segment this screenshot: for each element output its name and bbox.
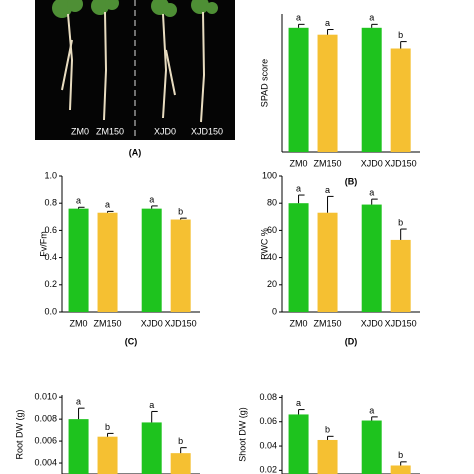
y-axis-label: RWC % (259, 228, 269, 260)
bar (390, 465, 411, 474)
y-tick-label: 0.004 (34, 457, 57, 467)
significance-letter: b (178, 207, 183, 217)
bar (68, 419, 89, 474)
panel-caption: (B) (345, 176, 358, 186)
significance-letter: a (369, 187, 374, 197)
x-tick-label: ZM150 (314, 318, 342, 328)
significance-letter: b (105, 422, 110, 432)
significance-letter: a (369, 405, 374, 415)
y-tick-label: 0.04 (259, 440, 277, 450)
y-tick-label: 0.0 (44, 306, 57, 316)
y-tick-label: 0.008 (34, 414, 57, 424)
y-tick-label: 0 (272, 306, 277, 316)
bar (317, 439, 338, 474)
bar (288, 414, 309, 474)
significance-letter: b (178, 436, 183, 446)
x-tick-label: XJD150 (385, 318, 417, 328)
y-tick-label: 0.08 (259, 392, 277, 402)
bar (317, 34, 338, 153)
significance-letter: b (398, 450, 403, 460)
y-tick-label: 1.0 (44, 170, 57, 180)
significance-letter: b (398, 30, 403, 40)
x-tick-label: XJD0 (361, 158, 383, 168)
x-tick-label: XJD150 (385, 158, 417, 168)
bar (170, 219, 191, 312)
significance-letter: a (325, 185, 330, 195)
bar (390, 239, 411, 312)
bar (361, 420, 382, 474)
bar (390, 48, 411, 152)
bar (361, 27, 382, 152)
significance-letter: a (296, 13, 301, 23)
y-tick-label: 20 (267, 279, 277, 289)
y-tick-label: 0.010 (34, 392, 57, 402)
y-axis-label: Fv/Fm (38, 231, 48, 257)
x-tick-label: ZM0 (70, 318, 88, 328)
significance-letter: a (76, 397, 81, 407)
y-tick-label: 0.4 (44, 252, 57, 262)
y-tick-label: 0.02 (259, 465, 277, 474)
y-tick-label: 60 (267, 225, 277, 235)
bar (97, 436, 118, 474)
bar (141, 422, 162, 474)
significance-letter: a (296, 183, 301, 193)
x-tick-label: ZM150 (94, 318, 122, 328)
bar (317, 212, 338, 312)
y-tick-label: 0.8 (44, 198, 57, 208)
significance-letter: a (296, 398, 301, 408)
photo-label: ZM0 (71, 126, 89, 136)
significance-letter: a (76, 196, 81, 206)
bar (361, 204, 382, 312)
y-tick-label: 40 (267, 252, 277, 262)
significance-letter: a (105, 200, 110, 210)
y-axis-label: Root DW (g) (14, 409, 24, 459)
panel-caption: (A) (129, 147, 142, 157)
x-tick-label: ZM0 (290, 158, 308, 168)
bar (288, 27, 309, 152)
significance-letter: a (149, 194, 154, 204)
significance-letter: a (325, 18, 330, 28)
bar (68, 208, 89, 312)
y-tick-label: 80 (267, 198, 277, 208)
y-tick-label: 0.006 (34, 435, 57, 445)
y-tick-label: 100 (262, 170, 277, 180)
bar (141, 208, 162, 312)
significance-letter: b (325, 425, 330, 435)
significance-letter: a (149, 400, 154, 410)
photo: ZM0 ZM150 XJD0 XJD150 (A) (35, 0, 235, 157)
x-tick-label: XJD150 (165, 318, 197, 328)
panel-caption: (C) (125, 336, 138, 346)
x-tick-label: XJD0 (141, 318, 163, 328)
x-tick-label: ZM150 (314, 158, 342, 168)
significance-letter: b (398, 217, 403, 227)
x-tick-label: XJD0 (361, 318, 383, 328)
y-tick-label: 0.06 (259, 416, 277, 426)
y-axis-label: Shoot DW (g) (237, 407, 247, 462)
significance-letter: a (369, 13, 374, 23)
y-tick-label: 0.6 (44, 225, 57, 235)
bar (288, 203, 309, 312)
x-tick-label: ZM0 (290, 318, 308, 328)
photo-label: XJD150 (191, 126, 223, 136)
photo-label: XJD0 (154, 126, 176, 136)
panel-caption: (D) (345, 336, 358, 346)
y-axis-label: SPAD score (259, 59, 269, 107)
y-tick-label: 0.2 (44, 279, 57, 289)
bar (97, 212, 118, 312)
photo-label: ZM150 (96, 126, 124, 136)
bar (170, 453, 191, 474)
